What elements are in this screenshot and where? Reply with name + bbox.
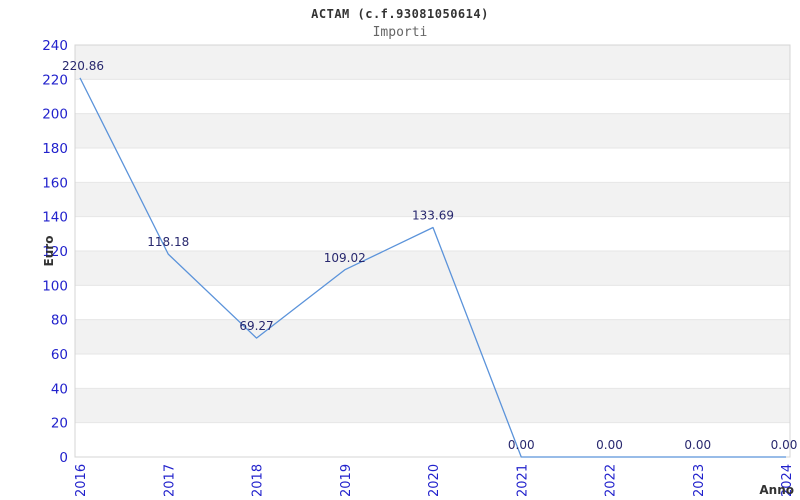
y-tick-label: 80 <box>51 313 68 329</box>
plot-band <box>75 319 790 354</box>
x-tick-label: 2016 <box>74 464 89 497</box>
y-tick-label: 100 <box>42 278 68 294</box>
plot-band <box>75 388 790 423</box>
data-label: 109.02 <box>324 251 366 265</box>
y-tick-label: 240 <box>42 38 68 54</box>
plot-band <box>75 113 790 148</box>
plot-band <box>75 182 790 217</box>
y-tick-label: 140 <box>42 210 68 226</box>
y-tick-label: 20 <box>51 416 68 432</box>
data-label: 0.00 <box>684 438 711 452</box>
series-line <box>79 77 786 458</box>
x-tick-label: 2022 <box>604 464 619 497</box>
y-tick-label: 40 <box>51 381 68 397</box>
y-tick-label: 160 <box>42 175 68 191</box>
data-label: 118.18 <box>147 235 189 249</box>
data-label: 220.86 <box>62 59 104 73</box>
data-label: 0.00 <box>596 438 623 452</box>
x-tick-label: 2020 <box>427 464 442 497</box>
plot-border <box>74 44 791 458</box>
y-tick-label: 0 <box>59 450 68 466</box>
x-tick-label: 2023 <box>692 464 707 497</box>
chart-title: ACTAM (c.f.93081050614) <box>311 7 489 21</box>
x-tick-label: 2024 <box>780 464 795 497</box>
x-tick-label: 2018 <box>251 464 266 497</box>
y-tick-label: 220 <box>42 72 68 88</box>
data-label: 0.00 <box>508 438 535 452</box>
x-tick-label: 2017 <box>162 464 177 497</box>
x-axis-title: Anno <box>759 483 794 497</box>
y-tick-label: 120 <box>42 244 68 260</box>
y-tick-label: 200 <box>42 107 68 123</box>
data-label: 0.00 <box>771 438 798 452</box>
chart-subtitle: Importi <box>372 25 428 40</box>
x-tick-label: 2021 <box>515 464 530 497</box>
x-tick-label: 2019 <box>339 464 354 497</box>
data-label: 69.27 <box>239 319 273 333</box>
y-tick-label: 180 <box>42 141 68 157</box>
data-label: 133.69 <box>412 208 454 222</box>
y-tick-label: 60 <box>51 347 68 363</box>
y-axis-title: Euro <box>42 235 56 267</box>
plot-band <box>75 45 790 80</box>
